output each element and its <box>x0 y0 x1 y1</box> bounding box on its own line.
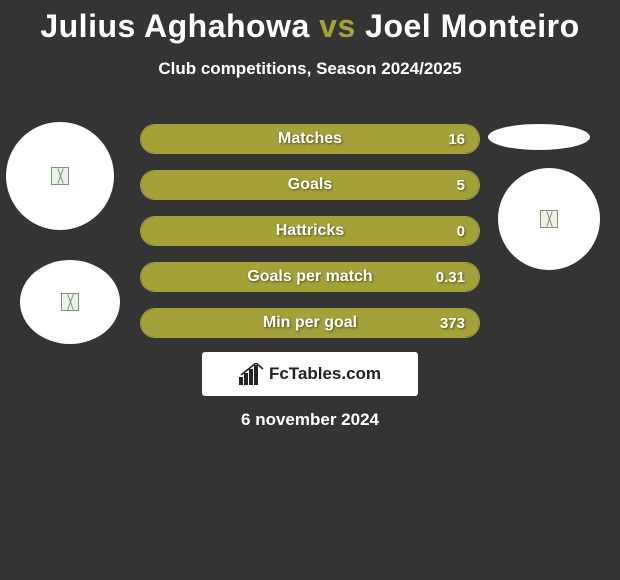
stat-row: Goals per match0.31 <box>140 262 480 292</box>
stat-value: 16 <box>448 125 465 153</box>
stat-label: Goals <box>141 171 479 199</box>
stat-value: 5 <box>457 171 465 199</box>
vs-label: vs <box>319 8 356 44</box>
stat-value: 373 <box>440 309 465 337</box>
broken-image-icon <box>61 293 79 311</box>
stat-row: Hattricks0 <box>140 216 480 246</box>
avatar-placeholder <box>498 168 600 270</box>
stat-label: Min per goal <box>141 309 479 337</box>
stats-panel: Matches16 Goals5 Hattricks0 Goals per match… <box>140 124 480 354</box>
avatar-placeholder <box>6 122 114 230</box>
player2-name: Joel Monteiro <box>365 8 580 44</box>
logo-text: FcTables.com <box>269 364 381 384</box>
stat-row: Goals5 <box>140 170 480 200</box>
avatar-placeholder <box>488 124 590 150</box>
broken-image-icon <box>540 210 558 228</box>
subtitle: Club competitions, Season 2024/2025 <box>0 59 620 79</box>
stat-row: Matches16 <box>140 124 480 154</box>
logo-box: FcTables.com <box>202 352 418 396</box>
avatar-placeholder <box>20 260 120 344</box>
fctables-icon <box>239 363 265 385</box>
date-label: 6 november 2024 <box>0 410 620 430</box>
stat-value: 0 <box>457 217 465 245</box>
player1-name: Julius Aghahowa <box>40 8 309 44</box>
stat-label: Goals per match <box>141 263 479 291</box>
stat-value: 0.31 <box>436 263 465 291</box>
stat-label: Matches <box>141 125 479 153</box>
stat-row: Min per goal373 <box>140 308 480 338</box>
broken-image-icon <box>51 167 69 185</box>
page-title: Julius Aghahowa vs Joel Monteiro <box>0 0 620 45</box>
stat-label: Hattricks <box>141 217 479 245</box>
